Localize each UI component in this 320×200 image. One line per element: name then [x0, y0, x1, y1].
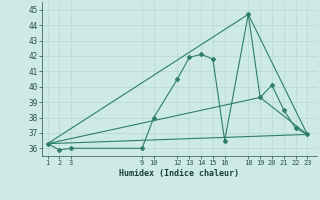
X-axis label: Humidex (Indice chaleur): Humidex (Indice chaleur) [119, 169, 239, 178]
